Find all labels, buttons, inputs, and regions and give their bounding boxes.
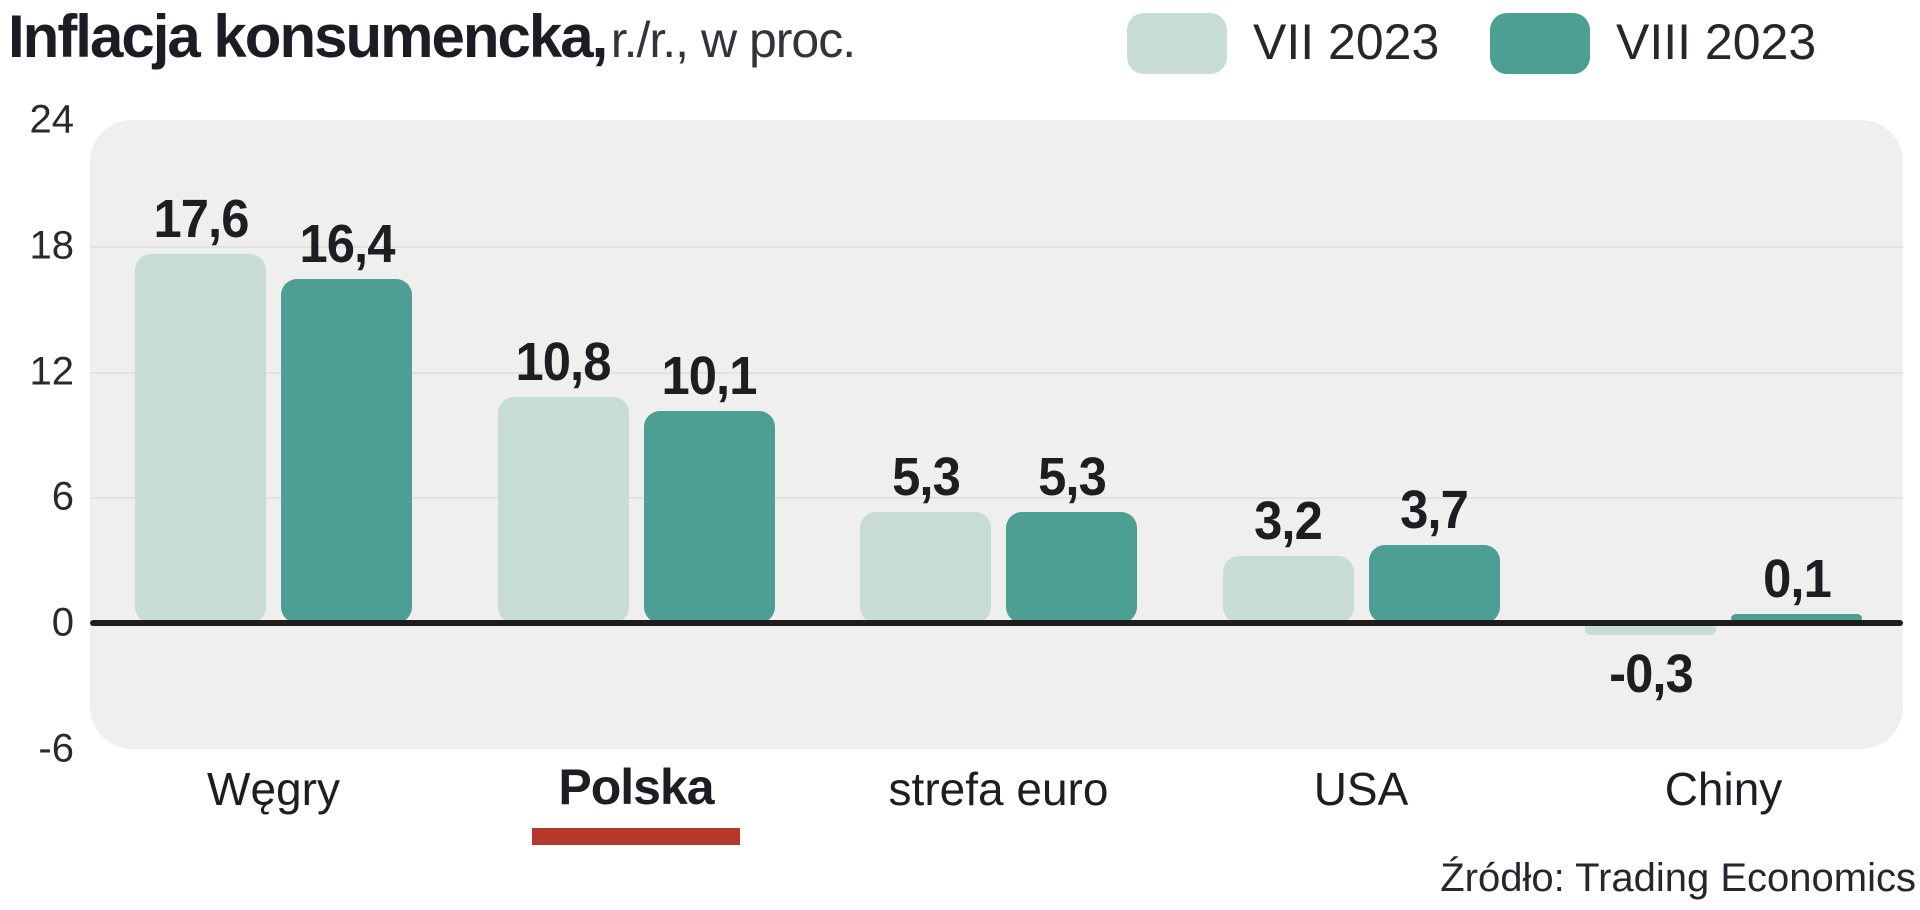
value-label: 10,8 — [515, 331, 611, 392]
bar-viii-2023-chiny — [1731, 614, 1862, 623]
bar-vii-2023-strefa-euro — [860, 511, 991, 623]
ytick-12: 12 — [29, 349, 75, 393]
value-label: 5,3 — [1037, 446, 1107, 507]
chart-title: Inflacja konsumencka, r./r., w proc. — [8, 2, 856, 71]
source-credit: Źródło: Trading Economics — [1440, 856, 1916, 900]
bar-vii-2023-węgry — [135, 254, 266, 623]
legend-swatch-vii-2023 — [1127, 13, 1227, 74]
category-label-polska: Polska — [558, 759, 714, 815]
legend-swatch-viii-2023 — [1490, 13, 1590, 74]
value-label: 10,1 — [661, 346, 757, 407]
bar-vii-2023-chiny — [1585, 623, 1716, 635]
gridline-18 — [90, 245, 1903, 248]
ytick-0: 0 — [51, 600, 74, 645]
category-label-usa: USA — [1313, 763, 1409, 815]
value-label: -0,3 — [1608, 644, 1694, 704]
bar-viii-2023-strefa-euro — [1006, 511, 1137, 623]
ytick-24: 24 — [29, 97, 75, 142]
value-label: 5,3 — [891, 446, 961, 507]
polska-highlight-underline — [532, 828, 740, 845]
legend-label-vii-2023: VII 2023 — [1253, 14, 1440, 70]
legend-label-viii-2023: VIII 2023 — [1616, 14, 1817, 70]
category-label-chiny: Chiny — [1664, 763, 1783, 815]
value-label: 3,7 — [1400, 480, 1469, 541]
bar-vii-2023-usa — [1222, 555, 1354, 623]
value-label: 0,1 — [1762, 549, 1832, 609]
value-label: 16,4 — [298, 214, 395, 275]
gridline-6 — [90, 497, 1903, 500]
value-label: 17,6 — [152, 189, 249, 250]
chart-title-units: r./r., w proc. — [610, 12, 856, 68]
bar-vii-2023-polska — [497, 396, 629, 623]
bar-viii-2023-usa — [1368, 545, 1500, 623]
category-label-strefa-euro: strefa euro — [888, 763, 1109, 815]
category-label-węgry: Węgry — [207, 763, 340, 815]
zero-baseline — [90, 620, 1903, 626]
ytick-6: 6 — [51, 474, 74, 519]
ytick--6: -6 — [38, 726, 74, 771]
chart-title-bold: Inflacja konsumencka, — [8, 3, 608, 70]
bar-viii-2023-polska — [643, 411, 775, 623]
bar-viii-2023-węgry — [281, 279, 412, 623]
ytick-18: 18 — [29, 223, 75, 268]
gridline-12 — [90, 371, 1903, 374]
value-label: 3,2 — [1254, 490, 1323, 551]
